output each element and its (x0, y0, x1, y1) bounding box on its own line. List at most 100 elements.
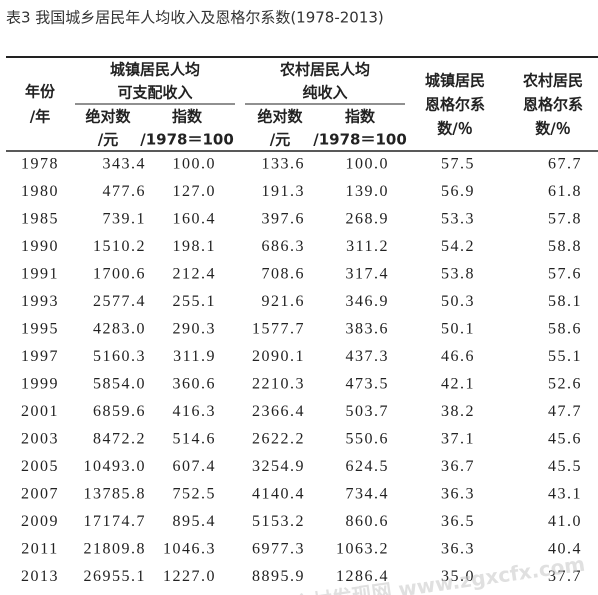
year-cell: 2011 (21, 541, 58, 558)
value-cell: 10493.0 (84, 458, 147, 475)
year-cell: 1985 (21, 211, 59, 228)
value-cell: 860.6 (346, 513, 390, 530)
value-cell: 55.1 (548, 348, 582, 365)
value-cell: 1577.7 (252, 321, 305, 338)
value-cell: 2366.4 (252, 403, 305, 420)
value-cell: 3254.9 (252, 458, 305, 475)
value-cell: 43.1 (548, 486, 582, 503)
value-cell: 607.4 (173, 458, 217, 475)
value-cell: 1286.4 (336, 568, 389, 585)
value-cell: 36.3 (441, 486, 475, 503)
header-cell: 指数 (172, 108, 203, 126)
value-cell: 503.7 (346, 403, 390, 420)
value-cell: 5160.3 (93, 348, 146, 365)
value-cell: 708.6 (262, 266, 306, 283)
value-cell: 67.7 (548, 156, 582, 173)
year-cell: 1980 (21, 183, 59, 200)
value-cell: 56.9 (441, 183, 475, 200)
value-cell: 1046.3 (163, 541, 216, 558)
value-cell: 343.4 (103, 156, 147, 173)
value-cell: 311.9 (173, 348, 216, 365)
year-cell: 2003 (21, 431, 59, 448)
value-cell: 550.6 (346, 431, 390, 448)
value-cell: 40.4 (548, 541, 582, 558)
value-cell: 2622.2 (252, 431, 305, 448)
year-cell: 1995 (21, 321, 59, 338)
value-cell: 8472.2 (93, 431, 146, 448)
value-cell: 198.1 (173, 238, 217, 255)
table-title: 表3 我国城乡居民年人均收入及恩格尔系数(1978-2013) (6, 9, 384, 27)
value-cell: 1227.0 (163, 568, 216, 585)
header-cell: 绝对数 (85, 108, 131, 126)
header-cell: 数/％ (535, 120, 570, 138)
header-cell: 城镇居民 (425, 72, 485, 90)
header-cell: 绝对数 (257, 108, 303, 126)
year-cell: 2007 (21, 486, 59, 503)
value-cell: 2210.3 (252, 376, 305, 393)
value-cell: 127.0 (173, 183, 217, 200)
value-cell: 58.1 (548, 293, 582, 310)
value-cell: 47.7 (548, 403, 582, 420)
value-cell: 37.7 (548, 568, 582, 585)
year-cell: 1993 (21, 293, 59, 310)
header-cell: /1978＝100 (140, 131, 234, 149)
value-cell: 57.8 (548, 211, 582, 228)
value-cell: 514.6 (173, 431, 217, 448)
value-cell: 397.6 (262, 211, 306, 228)
header-cell: 农村居民人均 (279, 61, 370, 79)
value-cell: 895.4 (173, 513, 217, 530)
year-cell: 1999 (21, 376, 59, 393)
value-cell: 6859.6 (93, 403, 146, 420)
value-cell: 416.3 (173, 403, 217, 420)
value-cell: 1700.6 (93, 266, 146, 283)
value-cell: 100.0 (346, 156, 390, 173)
value-cell: 133.6 (262, 156, 306, 173)
value-cell: 734.4 (346, 486, 390, 503)
value-cell: 17174.7 (84, 513, 147, 530)
value-cell: 50.1 (441, 321, 475, 338)
value-cell: 268.9 (346, 211, 390, 228)
header-cell: /1978＝100 (313, 131, 407, 149)
value-cell: 46.6 (441, 348, 475, 365)
value-cell: 45.5 (548, 458, 582, 475)
value-cell: 57.5 (441, 156, 475, 173)
value-cell: 13785.8 (84, 486, 147, 503)
value-cell: 317.4 (346, 266, 390, 283)
year-cell: 2013 (21, 568, 59, 585)
value-cell: 36.7 (441, 458, 475, 475)
header-cell: 农村居民 (522, 72, 583, 90)
header-cell: 纯收入 (302, 84, 347, 102)
value-cell: 50.3 (441, 293, 475, 310)
value-cell: 53.8 (441, 266, 475, 283)
value-cell: 42.1 (441, 376, 475, 393)
value-cell: 100.0 (173, 156, 217, 173)
header-cell: /元 (270, 131, 290, 149)
value-cell: 160.4 (173, 211, 217, 228)
header-cell: 恩格尔系 (523, 96, 583, 114)
year-cell: 2001 (21, 403, 59, 420)
header-cell: 数/％ (437, 120, 472, 138)
header-cell: 可支配收入 (117, 84, 192, 102)
value-cell: 26955.1 (84, 568, 147, 585)
value-cell: 37.1 (441, 431, 475, 448)
value-cell: 52.6 (548, 376, 582, 393)
value-cell: 45.6 (548, 431, 582, 448)
value-cell: 58.6 (548, 321, 582, 338)
value-cell: 752.5 (173, 486, 217, 503)
value-cell: 624.5 (346, 458, 390, 475)
header-cell: /元 (98, 131, 118, 149)
value-cell: 139.0 (346, 183, 390, 200)
value-cell: 2090.1 (252, 348, 305, 365)
year-cell: 2009 (21, 513, 59, 530)
value-cell: 41.0 (548, 513, 582, 530)
year-cell: 1997 (21, 348, 59, 365)
value-cell: 212.4 (173, 266, 217, 283)
header-cell: 年份 (25, 83, 56, 101)
value-cell: 36.5 (441, 513, 475, 530)
value-cell: 5153.2 (252, 513, 305, 530)
header-cell: 城镇居民人均 (110, 61, 200, 79)
year-cell: 2005 (21, 458, 59, 475)
value-cell: 2577.4 (93, 293, 146, 310)
